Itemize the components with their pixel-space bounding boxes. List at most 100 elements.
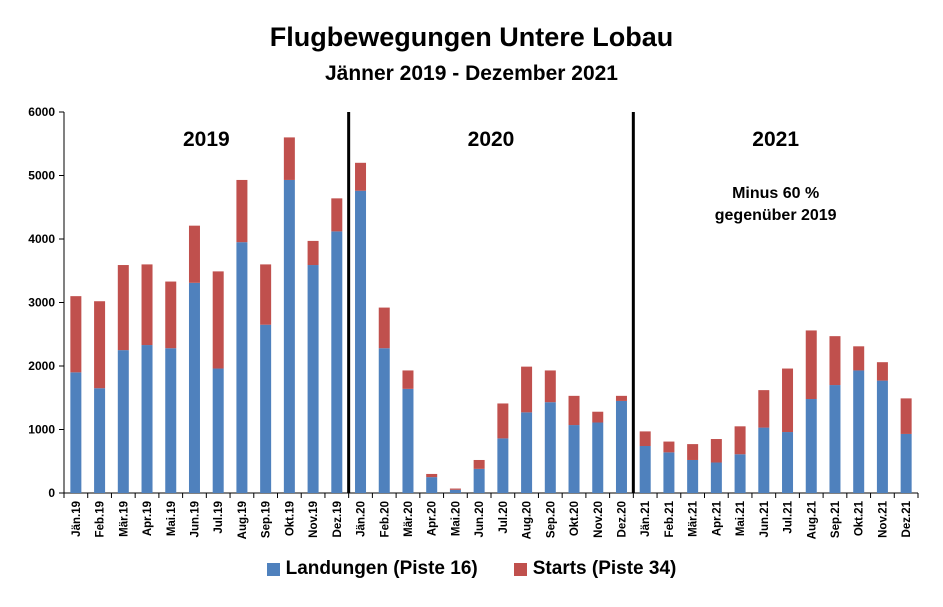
bar-landungen (331, 231, 343, 493)
x-tick-label: Mär.20 (403, 501, 415, 537)
bar-starts (355, 162, 367, 191)
x-tick-label: Jun.21 (759, 500, 771, 537)
axes (59, 111, 919, 498)
x-tick-label: Nov.20 (593, 501, 605, 538)
bar-starts (782, 368, 794, 433)
bar-starts (236, 179, 248, 243)
legend: Landungen (Piste 16) Starts (Piste 34) (0, 558, 943, 580)
x-tick-label: Jul.20 (498, 501, 510, 534)
bar-starts (734, 426, 746, 455)
labels: 0 1000 2000 3000 4000 5000 6000 Jän.19 Feb.19 Mär… (28, 105, 913, 539)
legend-label-starts: Starts (Piste 34) (532, 558, 677, 579)
bars (70, 137, 912, 494)
legend-swatch-starts (513, 562, 527, 576)
y-tick-label: 0 (48, 486, 55, 500)
annotation-text: Minus 60 % (732, 185, 819, 202)
x-tick-label: Okt.21 (854, 500, 866, 536)
x-tick-label: Aug.19 (237, 501, 249, 539)
bar-starts (710, 439, 722, 463)
bar-starts (449, 488, 461, 490)
x-tick-label: Dez.20 (616, 501, 628, 537)
year-label: 2020 (468, 128, 515, 151)
y-tick-label: 5000 (28, 169, 55, 183)
bar-starts (805, 330, 817, 400)
bar-landungen (639, 446, 651, 493)
x-tick-label: Apr.21 (711, 500, 723, 536)
bar-landungen (70, 372, 82, 493)
x-tick-label: Feb.20 (379, 501, 391, 537)
bar-landungen (805, 399, 817, 493)
x-tick-label: Sep.20 (545, 501, 557, 538)
bar-landungen (568, 425, 580, 493)
x-tick-label: Okt.19 (284, 501, 296, 536)
bar-landungen (782, 432, 794, 493)
bar-starts (402, 370, 414, 389)
bar-starts (331, 198, 343, 232)
bar-starts (615, 395, 627, 401)
x-tick-label: Apr.19 (142, 501, 154, 536)
x-tick-label: Mai.20 (450, 501, 462, 536)
x-tick-label: Mär.21 (688, 500, 700, 536)
bar-landungen (876, 380, 888, 493)
bar-landungen (117, 350, 129, 493)
bar-starts (212, 271, 224, 369)
bar-starts (165, 281, 177, 349)
x-tick-label: Feb.19 (95, 501, 107, 537)
bar-landungen (402, 388, 414, 493)
bar-landungen (663, 452, 675, 493)
legend-item-landungen: Landungen (Piste 16) (266, 558, 478, 580)
x-tick-label: Nov.19 (308, 501, 320, 538)
bar-starts (378, 307, 390, 349)
bar-starts (260, 264, 272, 325)
y-tick-label: 6000 (28, 105, 55, 119)
bar-landungen (687, 459, 699, 493)
bar-landungen (853, 370, 865, 493)
bar-starts (141, 264, 153, 346)
bar-starts (188, 225, 200, 283)
bar-landungen (283, 179, 295, 493)
bar-starts (117, 265, 129, 351)
x-tick-label: Aug.20 (522, 501, 534, 539)
x-tick-label: Sep.19 (261, 501, 273, 538)
bar-starts (473, 459, 485, 469)
chart-title: Flugbewegungen Untere Lobau (269, 22, 674, 52)
bar-landungen (710, 462, 722, 493)
bar-starts (876, 362, 888, 381)
bar-landungen (141, 345, 153, 493)
bar-starts (521, 366, 533, 413)
x-tick-label: Feb.21 (664, 500, 676, 537)
bar-landungen (758, 427, 770, 493)
legend-label-landungen: Landungen (Piste 16) (285, 558, 478, 579)
x-tick-label: Mär.19 (118, 501, 130, 537)
x-tick-label: Apr.20 (427, 501, 439, 536)
x-tick-label: Mai.21 (735, 500, 747, 536)
bar-landungen (260, 324, 272, 493)
bar-starts (829, 336, 841, 386)
x-tick-label: Dez.19 (332, 501, 344, 537)
bar-starts (639, 431, 651, 447)
bar-landungen (497, 438, 509, 493)
bar-landungen (378, 348, 390, 493)
x-tick-label: Jän.21 (640, 500, 652, 536)
bar-starts (283, 137, 295, 180)
x-tick-label: Sep.21 (830, 500, 842, 538)
bar-landungen (829, 385, 841, 493)
bar-landungen (615, 400, 627, 493)
x-tick-label: Jul.21 (783, 500, 795, 533)
bar-starts (853, 346, 865, 371)
bar-starts (568, 395, 580, 426)
bar-landungen (521, 412, 533, 493)
x-tick-label: Jul.19 (213, 501, 225, 534)
y-tick-label: 2000 (28, 359, 55, 373)
bar-landungen (212, 368, 224, 493)
bar-starts (663, 441, 675, 453)
bar-landungen (544, 402, 556, 493)
bar-starts (426, 473, 438, 478)
bar-landungen (165, 348, 177, 493)
bar-landungen (236, 242, 248, 493)
bar-landungen (592, 422, 604, 493)
bar-landungen (94, 388, 106, 493)
bar-landungen (307, 265, 319, 493)
x-tick-label: Jun.20 (474, 501, 486, 537)
